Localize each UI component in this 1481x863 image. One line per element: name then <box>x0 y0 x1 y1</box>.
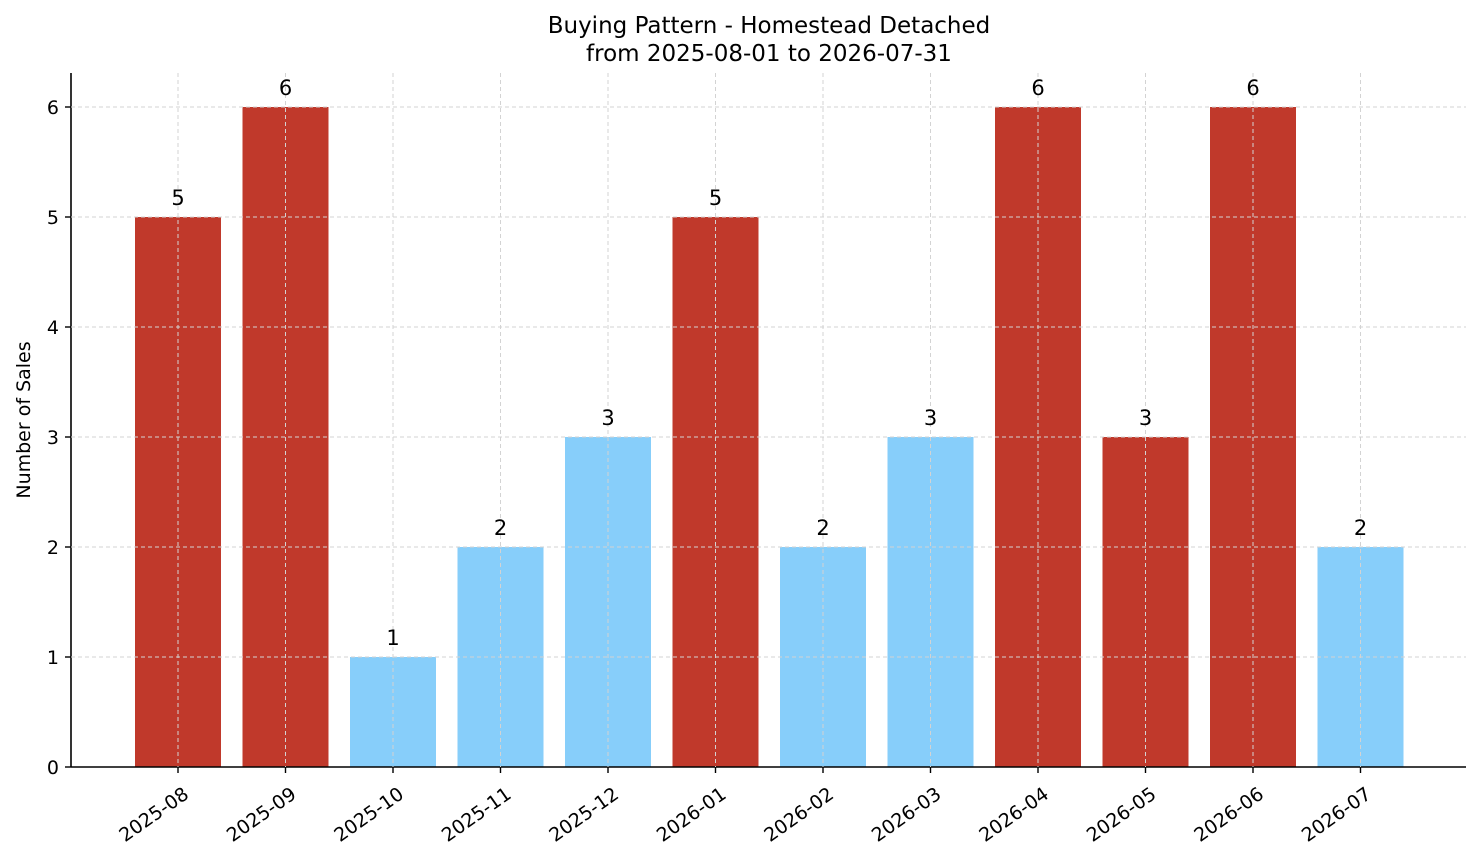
y-tick-label: 1 <box>47 647 59 669</box>
x-tick-label: 2026-03 <box>868 783 946 847</box>
bar-value-label: 6 <box>1246 76 1259 100</box>
bar-value-label: 3 <box>924 406 937 430</box>
bar-value-label: 2 <box>1354 516 1367 540</box>
x-tick-label: 2025-08 <box>115 783 193 847</box>
x-tick-label: 2025-12 <box>545 783 623 847</box>
y-tick-label: 0 <box>47 757 59 779</box>
y-axis-label: Number of Sales <box>13 341 35 498</box>
chart-title-line-2: from 2025-08-01 to 2026-07-31 <box>586 41 952 67</box>
bar-value-label: 3 <box>1139 406 1152 430</box>
x-tick-label: 2025-09 <box>223 783 301 847</box>
bar-value-label: 2 <box>816 516 829 540</box>
x-tick-label: 2026-02 <box>760 783 838 847</box>
bar-value-label: 2 <box>494 516 507 540</box>
x-tick-label: 2025-11 <box>438 783 516 847</box>
x-tick-label: 2026-04 <box>975 783 1053 847</box>
x-tick-label: 2025-10 <box>330 783 408 847</box>
y-tick-label: 6 <box>47 97 59 119</box>
x-tick-label: 2026-01 <box>653 783 731 847</box>
x-tick-label: 2026-06 <box>1190 783 1268 847</box>
bar-value-label: 6 <box>1031 76 1044 100</box>
bar-value-label: 3 <box>601 406 614 430</box>
y-tick-label: 2 <box>47 537 59 559</box>
y-tick-label: 3 <box>47 427 59 449</box>
bar-value-label: 6 <box>279 76 292 100</box>
x-tick-label: 2026-05 <box>1083 783 1161 847</box>
data-labels: 5 6 1 2 3 5 2 3 6 3 6 2 <box>71 73 1466 767</box>
y-tick-label: 5 <box>47 207 59 229</box>
x-tick-label: 2026-07 <box>1298 783 1376 847</box>
axes <box>70 73 1466 768</box>
bar-value-label: 5 <box>709 186 722 210</box>
bar-value-label: 5 <box>171 186 184 210</box>
y-tick-label: 4 <box>47 317 59 339</box>
chart-title-line-1: Buying Pattern - Homestead Detached <box>548 13 991 39</box>
bar-value-label: 1 <box>386 626 399 650</box>
